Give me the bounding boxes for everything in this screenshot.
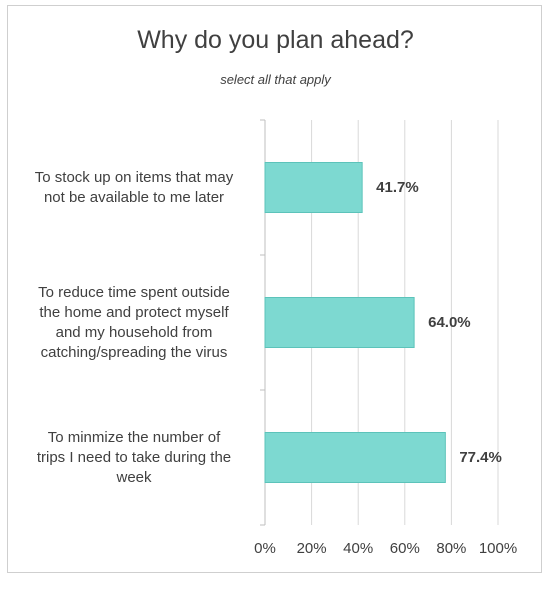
chart-subtitle: select all that apply xyxy=(220,72,331,87)
category-label-2: To reduce time spent outside the home and… xyxy=(18,283,250,363)
data-label-2: 64.0% xyxy=(428,313,471,331)
category-label-line: To minmize the number of xyxy=(47,428,221,446)
category-label-line: the home and protect myself xyxy=(39,303,229,321)
category-label-3: To minmize the number of trips I need to … xyxy=(18,428,250,488)
category-label-line: To reduce time spent outside xyxy=(38,283,230,301)
category-label-1: To stock up on items that may not be avai… xyxy=(18,168,250,208)
chart-title: Why do you plan ahead? xyxy=(137,26,414,54)
x-tick-label-60: 60% xyxy=(389,540,420,557)
bar-2 xyxy=(264,297,415,348)
bar-1 xyxy=(264,162,363,213)
x-tick-label-40: 40% xyxy=(343,540,374,557)
x-tick-label-80: 80% xyxy=(436,540,467,557)
x-tick-label-20: 20% xyxy=(296,540,327,557)
category-label-line: catching/spreading the virus xyxy=(40,343,228,361)
data-label-1: 41.7% xyxy=(376,178,419,196)
x-tick-label-0: 0% xyxy=(254,540,276,557)
category-label-line: To stock up on items that may xyxy=(34,168,234,186)
category-label-line: week xyxy=(116,468,152,486)
bar-3 xyxy=(264,432,446,483)
category-label-line: and my household from xyxy=(55,323,213,341)
data-label-3: 77.4% xyxy=(459,448,502,466)
x-tick-label-100: 100% xyxy=(478,540,518,557)
category-label-line: trips I need to take during the xyxy=(36,448,232,466)
category-label-line: not be available to me later xyxy=(43,188,225,206)
